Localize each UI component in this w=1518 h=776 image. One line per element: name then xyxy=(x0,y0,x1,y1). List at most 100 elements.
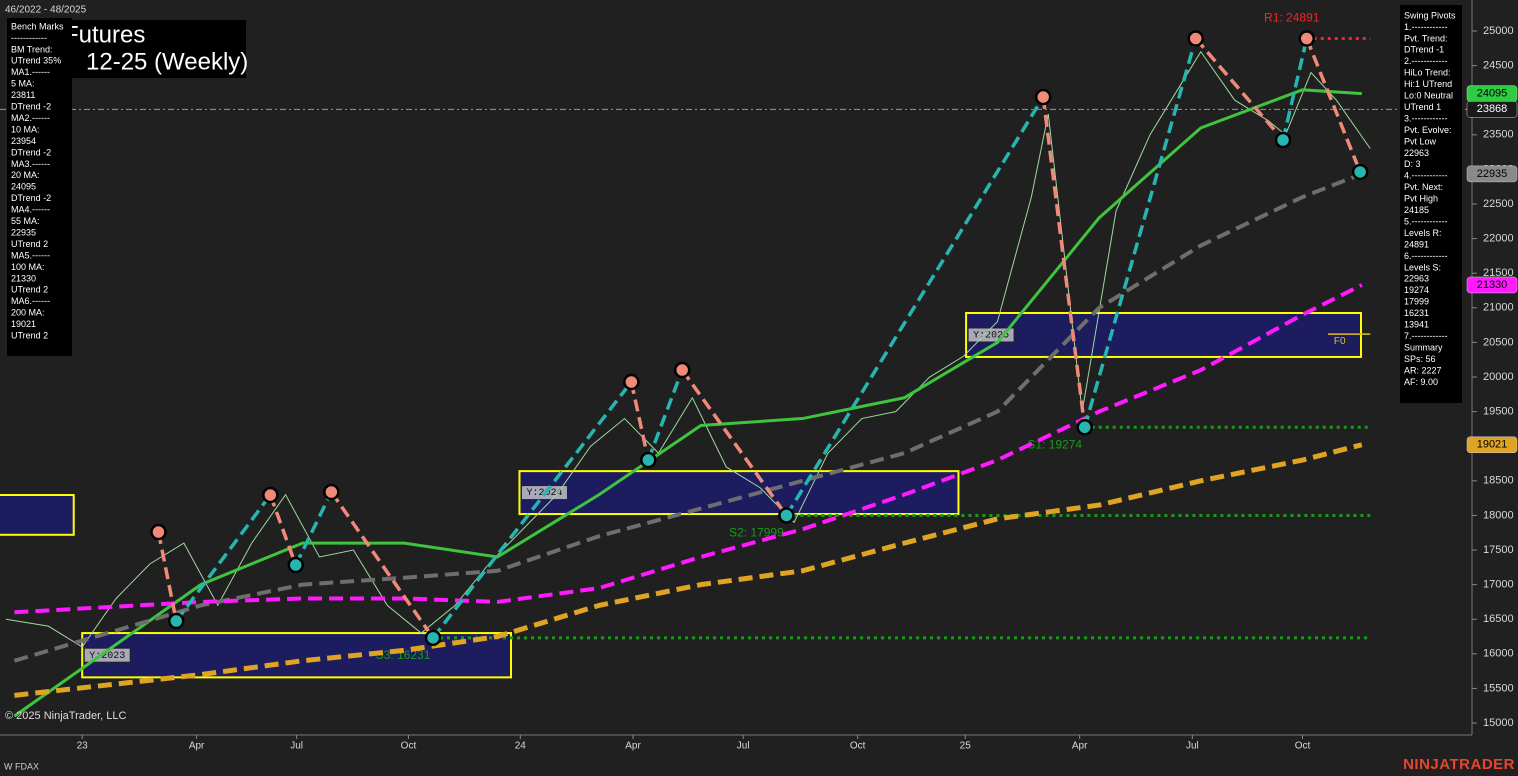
swing-pivot-line: 7.------------ xyxy=(1404,331,1447,341)
price-tag xyxy=(1466,165,1518,183)
bench-mark-line: Bench Marks xyxy=(11,21,64,31)
y-tick-label: 17000 xyxy=(1483,579,1514,591)
price-tag xyxy=(1466,101,1518,118)
bench-mark-line: BM Trend: xyxy=(11,44,53,54)
bench-marks-panel xyxy=(7,18,72,356)
swing-pivot-line: Levels R: xyxy=(1404,228,1442,238)
x-tick-label: Apr xyxy=(625,741,641,752)
y-tick-label: 18500 xyxy=(1483,475,1514,487)
swing-pivot-line: Pvt Low xyxy=(1404,136,1437,146)
pivot-low xyxy=(168,612,185,630)
pivot-high xyxy=(623,373,640,391)
swing-pivot-line: Swing Pivots xyxy=(1404,10,1456,20)
swing-pivot-line: SPs: 56 xyxy=(1404,354,1436,364)
swing-pivot-line: 4.------------ xyxy=(1404,171,1447,181)
bench-mark-line: MA6.------ xyxy=(11,296,50,306)
swing-pivot-line: 19274 xyxy=(1404,285,1429,295)
swing-pivot-line: 1.------------ xyxy=(1404,22,1447,32)
bench-mark-line: ------------ xyxy=(11,33,47,43)
bench-mark-line: MA1.------ xyxy=(11,67,50,77)
pivot-low xyxy=(287,556,305,574)
pivot-high xyxy=(673,361,691,379)
swing-pivot-line: Pvt. Evolve: xyxy=(1404,125,1452,135)
zone-label: Y:2025 xyxy=(973,331,1009,342)
swing-pivot-line: Hi:1 UTrend xyxy=(1404,79,1452,89)
y-tick-label: 21000 xyxy=(1483,302,1514,314)
copyright: © 2025 NinjaTrader, LLC xyxy=(5,710,126,722)
moving-average xyxy=(14,283,1363,615)
brand-logo: NINJATRADER xyxy=(1403,756,1515,773)
bench-mark-line: UTrend 2 xyxy=(11,285,48,295)
chart-subtitle: 12-25 (Weekly) xyxy=(86,48,248,75)
swing-pivot-line: AF: 9.00 xyxy=(1404,377,1438,387)
y-tick-label: 21500 xyxy=(1483,267,1514,279)
bench-mark-line: 23811 xyxy=(11,90,35,100)
swing-leg xyxy=(680,369,788,517)
bench-mark-line: DTrend -2 xyxy=(11,102,51,112)
y-tick-label: 17500 xyxy=(1483,544,1514,556)
y-tick-label: 15500 xyxy=(1483,682,1514,694)
swing-leg xyxy=(1041,96,1087,428)
x-tick-label: Apr xyxy=(1072,741,1088,752)
pivot-high xyxy=(262,486,279,504)
swing-leg xyxy=(646,369,684,461)
pivot-low xyxy=(1274,131,1292,149)
swing-pivot-line: AR: 2227 xyxy=(1404,365,1442,375)
pivot-low xyxy=(640,451,657,469)
price-tag-label: 23868 xyxy=(1477,103,1508,115)
swing-pivot-line: Pvt. Next: xyxy=(1404,182,1443,192)
x-tick-label: Jul xyxy=(1186,741,1199,752)
price-tag-label: 22935 xyxy=(1477,168,1508,180)
y-tick-label: 20000 xyxy=(1483,371,1514,383)
pivot-low xyxy=(424,629,442,647)
x-tick-label: Oct xyxy=(1295,741,1311,752)
pivot-high xyxy=(150,523,167,541)
date-range: 46/2022 - 48/2025 xyxy=(5,5,87,16)
bench-mark-line: UTrend 35% xyxy=(11,56,61,66)
swing-leg xyxy=(268,494,298,566)
bench-mark-line: 100 MA: xyxy=(11,262,45,272)
title-box xyxy=(60,20,246,78)
y-tick-label: 15000 xyxy=(1483,717,1514,729)
x-tick-label: 24 xyxy=(515,741,527,752)
swing-leg xyxy=(1305,37,1362,173)
level-label: R1: 24891 xyxy=(1264,11,1320,25)
swing-pivots: Swing Pivots 1.------------Pvt. Trend: DTr… xyxy=(1404,10,1456,386)
level-label: S3: 16231 xyxy=(376,648,431,662)
instrument: W FDAX xyxy=(4,761,39,771)
swing-pivot-line: Pvt High xyxy=(1404,194,1438,204)
bench-mark-line: DTrend -2 xyxy=(11,193,51,203)
chart-title: Futures xyxy=(64,21,145,48)
pivot-low xyxy=(778,507,795,524)
y-tick-label: 22500 xyxy=(1483,198,1514,210)
y-tick-label: 16500 xyxy=(1483,613,1514,625)
year-zone xyxy=(0,494,75,536)
price-tag-label: 21330 xyxy=(1477,279,1508,291)
swing-leg xyxy=(294,491,333,566)
bench-mark-line: UTrend 2 xyxy=(11,239,48,249)
swing-pivot-line: 3.------------ xyxy=(1404,113,1447,123)
bench-mark-line: DTrend -2 xyxy=(11,147,51,157)
pivot-high xyxy=(1187,30,1204,47)
swing-pivots-panel xyxy=(1400,5,1462,403)
price-tag-label: 24095 xyxy=(1477,88,1508,100)
y-tick-label: 24500 xyxy=(1483,60,1514,72)
swing-pivot-line: D: 3 xyxy=(1404,159,1421,169)
bench-mark-line: 19021 xyxy=(11,319,36,329)
swing-pivot-line: Pvt. Trend: xyxy=(1404,33,1448,43)
swing-pivot-line: 6.------------ xyxy=(1404,251,1447,261)
moving-average xyxy=(14,442,1363,698)
swing-leg xyxy=(156,531,178,622)
bench-mark-line: 20 MA: xyxy=(11,170,40,180)
swing-pivot-line: Lo:0 Neutral xyxy=(1404,91,1453,101)
f0-label: F0 xyxy=(1334,336,1346,347)
bench-mark-line: MA4.------ xyxy=(11,205,50,215)
swing-pivot-line: 5.------------ xyxy=(1404,216,1447,226)
bench-mark-line: MA3.------ xyxy=(11,159,50,169)
pivot-high xyxy=(1034,88,1052,106)
swing-pivot-line: 24185 xyxy=(1404,205,1429,215)
price-tag xyxy=(1466,436,1518,454)
